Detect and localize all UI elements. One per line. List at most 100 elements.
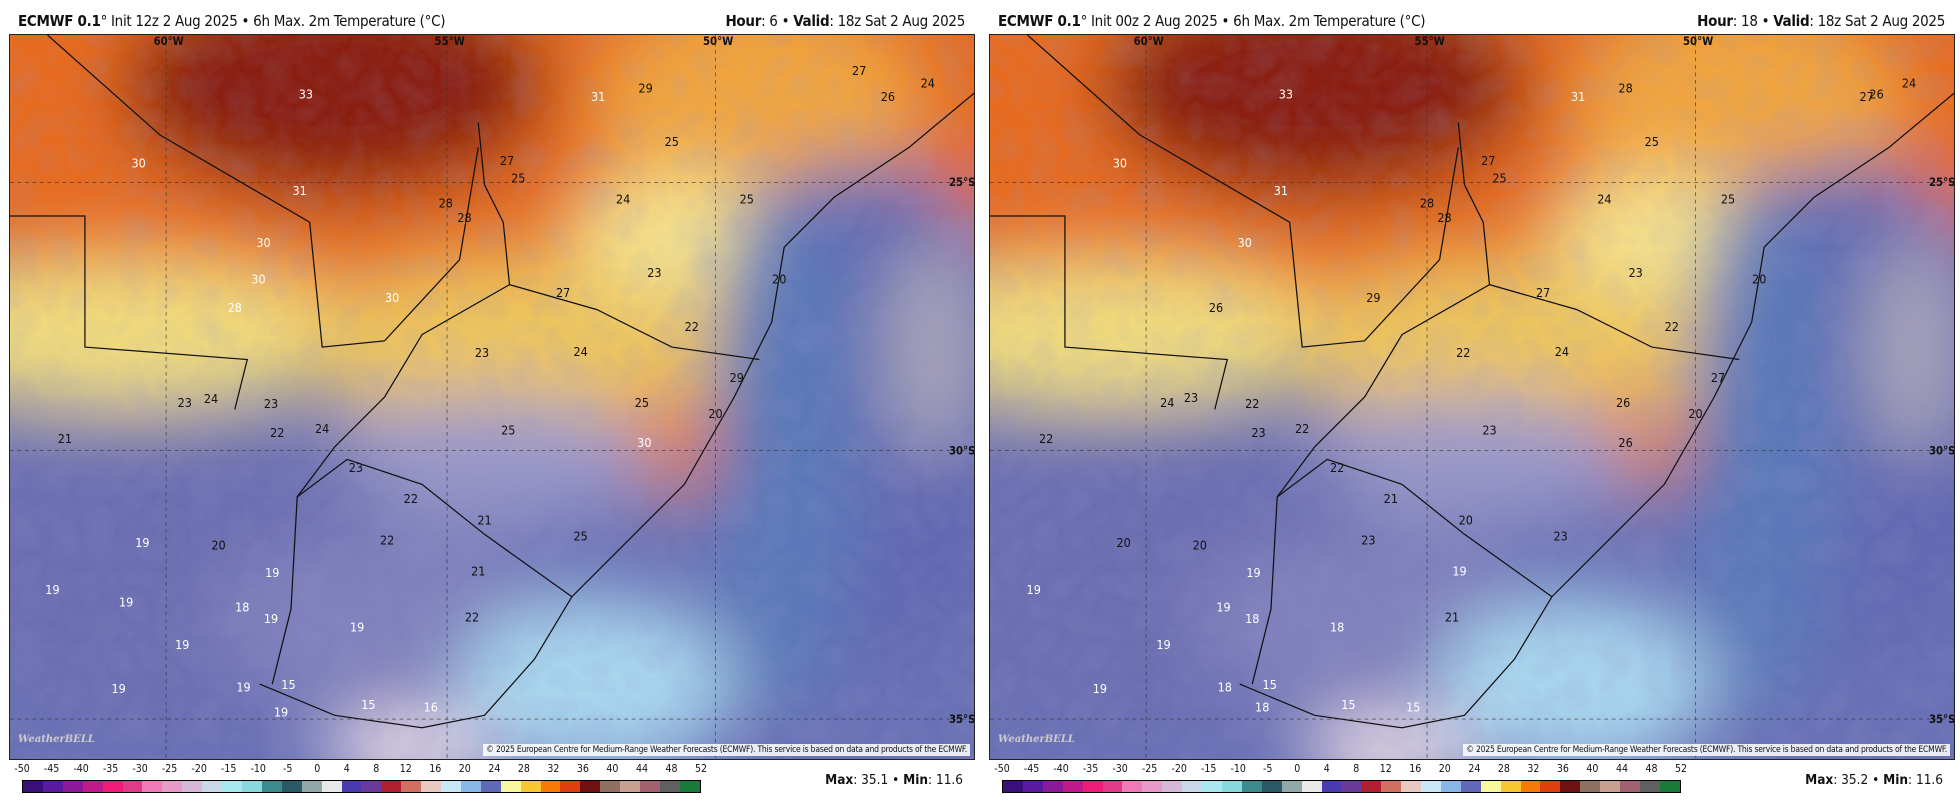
colorbar-swatch xyxy=(1301,781,1322,792)
temperature-label: 26 xyxy=(1618,435,1632,450)
colorbar-swatch xyxy=(1182,781,1203,792)
temperature-label: 22 xyxy=(1665,319,1679,334)
colorbar-tick: -25 xyxy=(1141,763,1158,775)
temperature-label: 29 xyxy=(1366,290,1380,305)
temperature-label: 27 xyxy=(1536,285,1550,300)
weatherbell-logo: WeatherBELL xyxy=(998,734,1075,745)
temperature-label: 28 xyxy=(439,195,453,210)
temperature-map[interactable]: 60°W 55°W 50°W 25°S 30°S 35°S 33 31 29 27 26 24 30… xyxy=(10,35,974,759)
lat-label: 30°S xyxy=(1929,444,1954,457)
colorbar-swatch xyxy=(1381,781,1402,792)
colorbar-swatch xyxy=(82,781,103,792)
temperature-label: 22 xyxy=(1330,460,1344,475)
temperature-label: 25 xyxy=(501,422,515,437)
right-forecast-panel: ECMWF 0.1° Init 00z 2 Aug 2025 • 6h Max.… xyxy=(980,0,1955,808)
colorbar-swatch xyxy=(460,781,481,792)
colorbar-swatch xyxy=(301,781,322,792)
colorbar-swatch xyxy=(222,781,242,792)
temperature-label: 31 xyxy=(293,183,307,198)
colorbar-tick: 28 xyxy=(517,763,530,775)
colorbar-tick: -20 xyxy=(1171,763,1187,775)
colorbar-tick: 36 xyxy=(576,763,589,775)
temperature-label: 19 xyxy=(236,680,250,695)
colorbar-swatch xyxy=(23,781,43,792)
temperature-label: 20 xyxy=(1459,512,1473,527)
colorbar-ticks: -50 -45 -40 -35 -30 -25 -20 -15 -10 -5 0 4 8 12 16 20 24… xyxy=(14,763,707,777)
temperature-label: 18 xyxy=(235,600,249,615)
temperature-label: 22 xyxy=(404,491,418,506)
temperature-label: 18 xyxy=(1245,611,1259,626)
colorbar-swatch xyxy=(620,781,641,792)
temperature-label: 30 xyxy=(1238,235,1252,250)
temperature-label: 20 xyxy=(1193,537,1207,552)
temperature-label: 21 xyxy=(477,512,491,527)
map-area[interactable]: 60°W 55°W 50°W 25°S 30°S 35°S 33 31 29 27 26 24 30… xyxy=(9,34,975,760)
temperature-label: 19 xyxy=(119,595,133,610)
temperature-label: 28 xyxy=(1437,210,1451,225)
colorbar-swatch xyxy=(600,781,621,792)
colorbar-tick: 48 xyxy=(665,763,678,775)
colorbar-tick: 16 xyxy=(1409,763,1422,775)
temperature-label: 27 xyxy=(500,153,514,168)
colorbar-tick: 16 xyxy=(429,763,442,775)
colorbar-swatch xyxy=(640,781,660,792)
colorbar-swatch xyxy=(1500,781,1521,792)
temperature-label: 19 xyxy=(1246,565,1260,580)
colorbar-swatch xyxy=(1261,781,1282,792)
colorbar-swatch xyxy=(42,781,63,792)
valid-time: Hour: 18 • Valid: 18z Sat 2 Aug 2025 xyxy=(1697,12,1945,30)
colorbar-swatch xyxy=(580,781,601,792)
temperature-label: 19 xyxy=(1216,600,1230,615)
colorbar-tick: -30 xyxy=(132,763,148,775)
colorbar-swatch xyxy=(241,781,262,792)
temperature-label: 19 xyxy=(274,705,288,720)
temperature-label: 27 xyxy=(556,285,570,300)
colorbar-tick: 44 xyxy=(1615,763,1628,775)
lat-label: 30°S xyxy=(949,444,974,457)
colorbar-tick: -40 xyxy=(1053,763,1069,775)
map-title: ECMWF 0.1° Init 00z 2 Aug 2025 • 6h Max.… xyxy=(998,12,1426,30)
temperature-label: 30 xyxy=(385,290,399,305)
lon-label: 50°W xyxy=(1683,35,1713,48)
copyright-notice: © 2025 European Centre for Medium-Range … xyxy=(1463,744,1950,756)
colorbar-swatch xyxy=(1480,781,1501,792)
colorbar-tick: 52 xyxy=(1674,763,1688,775)
colorbar-tick: 12 xyxy=(399,763,412,775)
temperature-label: 29 xyxy=(730,370,744,385)
copyright-notice: © 2025 European Centre for Medium-Range … xyxy=(483,744,970,756)
colorbar-swatch xyxy=(1659,781,1680,792)
colorbar-swatch xyxy=(1421,781,1441,792)
temperature-label: 19 xyxy=(1156,637,1170,652)
temperature-map[interactable]: 60°W 55°W 50°W 25°S30°S35°S 33 312827262430… xyxy=(990,35,1954,759)
colorbar-swatch xyxy=(321,781,342,792)
map-area[interactable]: 60°W 55°W 50°W 25°S 30°S 35°S 33 31 28 27 26 24 30… xyxy=(989,34,1955,760)
colorbar-swatch xyxy=(1520,781,1541,792)
temperature-label: 28 xyxy=(457,210,471,225)
colorbar-swatch xyxy=(1062,781,1083,792)
colorbar-tick: -5 xyxy=(282,763,293,775)
colorbar-tick: 0 xyxy=(1294,763,1301,775)
colorbar-swatch xyxy=(182,781,203,792)
colorbar-swatch xyxy=(560,781,581,792)
temperature-label: 22 xyxy=(1039,431,1053,446)
temperature-label: 27 xyxy=(1859,89,1873,104)
max-min-readout: Max: 35.2 • Min: 11.6 xyxy=(1805,772,1943,788)
colorbar-tick: -35 xyxy=(102,763,119,775)
temperature-label: 22 xyxy=(380,532,394,547)
colorbar-swatch xyxy=(1321,781,1342,792)
temperature-label: 20 xyxy=(772,271,786,286)
colorbar-tick: -20 xyxy=(191,763,207,775)
temperature-label: 23 xyxy=(1554,529,1568,544)
colorbar-tick: 4 xyxy=(343,763,350,775)
temperature-label: 19 xyxy=(350,620,364,635)
max-min-readout: Max: 35.1 • Min: 11.6 xyxy=(825,772,963,788)
colorbar-swatch xyxy=(1241,781,1262,792)
colorbar-swatch xyxy=(341,781,362,792)
temperature-label: 19 xyxy=(1027,582,1041,597)
temperature-label: 24 xyxy=(204,391,218,406)
colorbar-swatch xyxy=(1202,781,1222,792)
colorbar-tick: -45 xyxy=(43,763,60,775)
colorbar-tick: 12 xyxy=(1379,763,1392,775)
temperature-label: 16 xyxy=(424,700,438,715)
temperature-label: 24 xyxy=(1597,192,1611,207)
